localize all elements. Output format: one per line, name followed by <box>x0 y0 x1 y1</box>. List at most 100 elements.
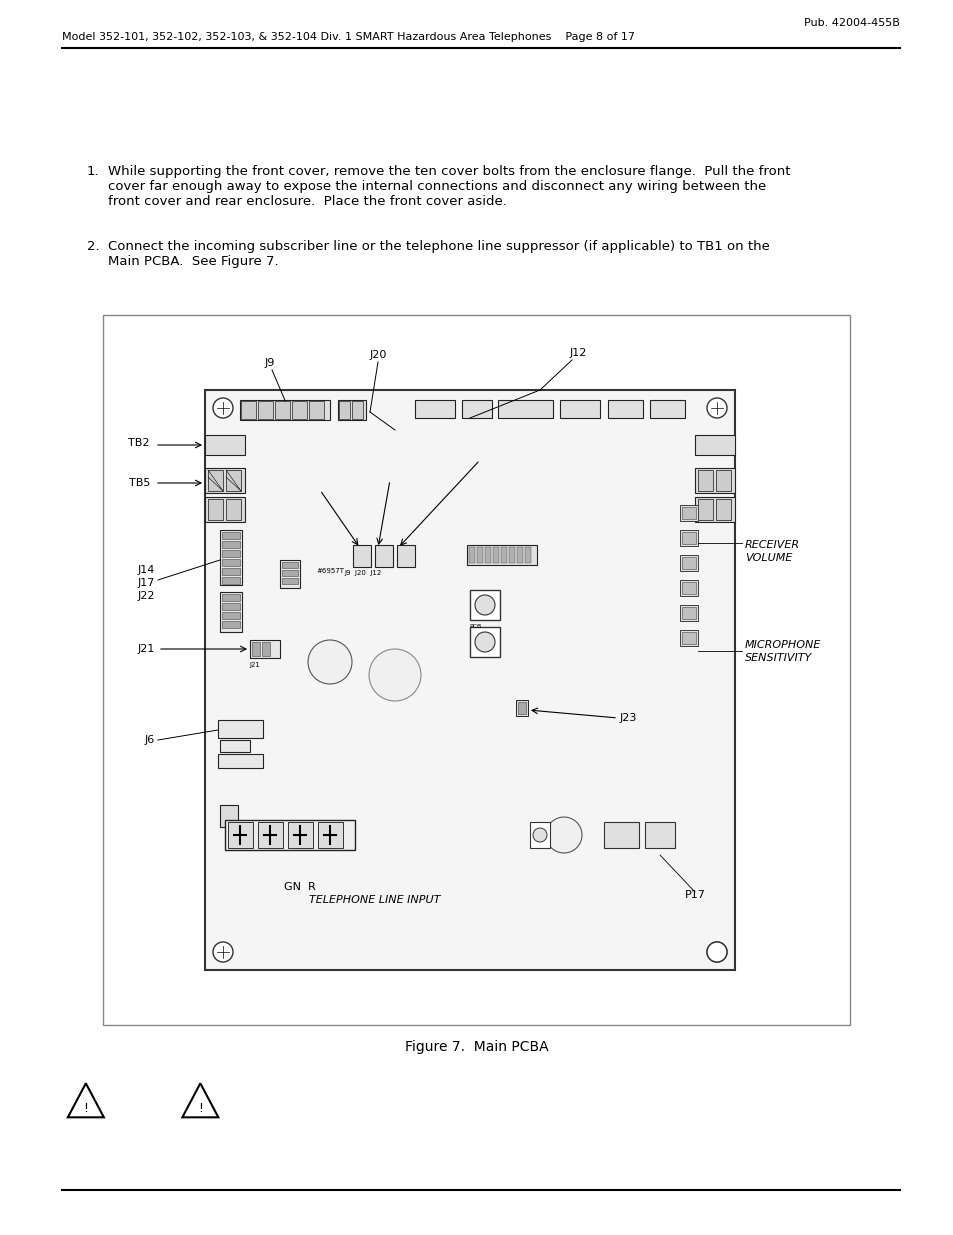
Bar <box>644 823 675 848</box>
Bar <box>222 541 240 548</box>
Bar <box>679 630 698 646</box>
Bar <box>218 755 263 768</box>
Bar <box>716 471 730 492</box>
Circle shape <box>706 942 726 962</box>
Text: J9  J20  J12: J9 J20 J12 <box>344 571 381 576</box>
Bar <box>679 530 698 546</box>
Bar <box>317 823 343 848</box>
Bar <box>222 613 240 619</box>
Bar <box>679 555 698 571</box>
Bar <box>681 557 696 569</box>
Bar <box>517 701 525 714</box>
Bar <box>226 471 241 492</box>
Bar <box>257 823 283 848</box>
Bar <box>252 642 260 656</box>
Text: GN  R: GN R <box>284 882 315 892</box>
Bar <box>352 401 363 419</box>
Bar <box>476 547 482 563</box>
Text: PCB: PCB <box>470 624 481 629</box>
Bar <box>470 627 499 657</box>
Bar <box>375 545 393 567</box>
Bar <box>205 468 245 493</box>
Bar <box>516 700 527 716</box>
Bar <box>288 823 313 848</box>
Bar <box>470 590 499 620</box>
Circle shape <box>475 632 495 652</box>
Text: J12: J12 <box>569 348 587 358</box>
Text: #6957T: #6957T <box>315 568 344 574</box>
Text: Figure 7.  Main PCBA: Figure 7. Main PCBA <box>405 1040 548 1053</box>
Text: TB2: TB2 <box>129 438 150 448</box>
Bar <box>681 582 696 594</box>
Circle shape <box>545 818 581 853</box>
Circle shape <box>213 942 233 962</box>
Bar <box>257 401 273 419</box>
Bar <box>649 400 684 417</box>
Bar <box>338 401 350 419</box>
Text: !: ! <box>197 1103 203 1115</box>
Bar <box>461 400 492 417</box>
Text: J14: J14 <box>137 564 154 576</box>
Text: 1.: 1. <box>87 165 99 178</box>
Bar <box>698 499 712 520</box>
Bar <box>679 505 698 521</box>
Circle shape <box>475 595 495 615</box>
Text: !: ! <box>83 1103 89 1115</box>
Bar <box>280 559 299 588</box>
Circle shape <box>706 398 726 417</box>
Bar <box>222 621 240 629</box>
Text: P17: P17 <box>684 890 704 900</box>
Bar <box>695 496 734 522</box>
Bar <box>716 499 730 520</box>
Bar <box>222 594 240 601</box>
Bar <box>695 468 734 493</box>
Text: Connect the incoming subscriber line or the telephone line suppressor (if applic: Connect the incoming subscriber line or … <box>108 240 769 268</box>
Bar <box>603 823 639 848</box>
Bar <box>282 571 297 576</box>
Bar <box>681 606 696 619</box>
Bar <box>681 508 696 519</box>
Text: RECEIVER: RECEIVER <box>744 540 800 550</box>
Text: J22: J22 <box>137 592 154 601</box>
Bar <box>205 390 734 969</box>
Bar <box>415 400 455 417</box>
Bar <box>225 820 355 850</box>
Text: J17: J17 <box>137 578 154 588</box>
Bar <box>205 496 245 522</box>
Bar <box>220 740 250 752</box>
Bar <box>292 401 307 419</box>
Bar <box>220 592 242 632</box>
Text: TELEPHONE LINE INPUT: TELEPHONE LINE INPUT <box>309 895 440 905</box>
Bar <box>497 400 553 417</box>
Circle shape <box>533 827 546 842</box>
Bar <box>208 499 223 520</box>
Text: J9: J9 <box>265 358 275 368</box>
Bar <box>500 547 506 563</box>
Circle shape <box>308 640 352 684</box>
Bar <box>559 400 599 417</box>
Bar <box>353 545 371 567</box>
Bar <box>220 805 237 827</box>
Bar <box>695 435 734 454</box>
Circle shape <box>706 942 726 962</box>
Bar <box>262 642 270 656</box>
Bar <box>469 547 475 563</box>
Bar <box>679 580 698 597</box>
Bar <box>493 547 498 563</box>
Bar <box>205 435 245 454</box>
Bar <box>681 532 696 543</box>
Bar <box>274 401 290 419</box>
Bar <box>241 401 255 419</box>
Text: J21: J21 <box>137 643 154 655</box>
Bar <box>250 640 280 658</box>
Bar <box>222 577 240 584</box>
Text: J23: J23 <box>619 713 637 722</box>
Bar <box>222 559 240 566</box>
Bar <box>467 545 537 564</box>
Bar <box>337 400 366 420</box>
Bar <box>240 400 330 420</box>
Circle shape <box>369 650 420 701</box>
Bar <box>607 400 642 417</box>
Text: VOLUME: VOLUME <box>744 553 792 563</box>
Bar <box>222 568 240 576</box>
